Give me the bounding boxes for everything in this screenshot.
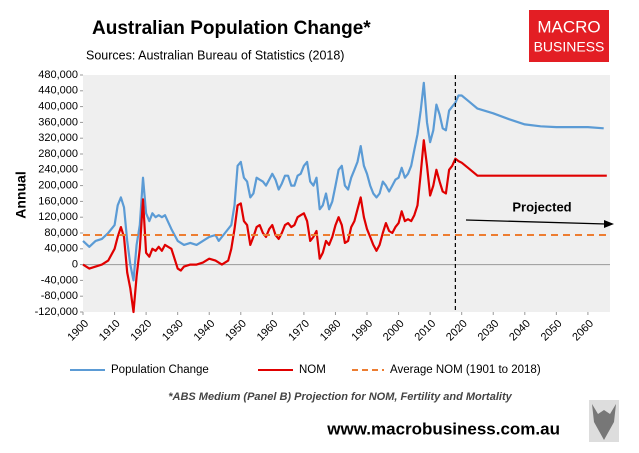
x-tick-label: 1940	[192, 318, 218, 344]
annotation-arrowhead	[604, 220, 614, 228]
y-tick-label: 160,000	[38, 195, 78, 207]
logo-text: MACRO	[537, 17, 600, 36]
x-tick-label: 1900	[65, 318, 91, 344]
x-tick-label: 2020	[444, 318, 470, 344]
y-tick-label: 120,000	[38, 211, 78, 223]
y-tick-label: -80,000	[41, 290, 78, 302]
series-line	[82, 81, 604, 282]
x-tick-label: 2010	[413, 318, 439, 344]
y-tick-label: -40,000	[41, 274, 78, 286]
footnote: *ABS Medium (Panel B) Projection for NOM…	[168, 391, 512, 403]
y-tick-label: 0	[72, 259, 78, 271]
x-tick-label: 2060	[570, 318, 596, 344]
chart-title: Australian Population Change*	[92, 18, 371, 39]
plot-background	[83, 75, 610, 312]
y-axis-label: Annual	[13, 171, 29, 218]
x-tick-label: 1920	[128, 318, 154, 344]
x-tick-label: 1930	[160, 318, 186, 344]
y-tick-label: 80,000	[44, 227, 78, 239]
legend-label: Population Change	[111, 364, 209, 376]
y-tick-label: -120,000	[35, 306, 78, 318]
logo-text: BUSINESS	[534, 39, 605, 55]
x-tick-label: 2050	[539, 318, 565, 344]
x-tick-label: 1960	[255, 318, 281, 344]
website: www.macrobusiness.com.au	[326, 419, 560, 438]
y-tick-label: 280,000	[38, 148, 78, 160]
legend-label: NOM	[299, 364, 326, 376]
x-tick-label: 2040	[507, 318, 533, 344]
y-tick-label: 40,000	[44, 243, 78, 255]
x-tick-label: 2000	[381, 318, 407, 344]
y-tick-label: 400,000	[38, 101, 78, 113]
y-tick-label: 240,000	[38, 164, 78, 176]
legend-label: Average NOM (1901 to 2018)	[390, 364, 541, 376]
x-tick-label: 1980	[318, 318, 344, 344]
x-tick-label: 1910	[97, 318, 123, 344]
series-line	[82, 139, 607, 314]
x-tick-label: 2030	[476, 318, 502, 344]
y-tick-label: 440,000	[38, 85, 78, 97]
y-tick-label: 360,000	[38, 116, 78, 128]
wolf-icon	[589, 400, 619, 442]
y-tick-label: 320,000	[38, 132, 78, 144]
y-tick-label: 480,000	[38, 69, 78, 81]
annotation-arrow	[465, 219, 607, 225]
chart-subtitle: Sources: Australian Bureau of Statistics…	[86, 48, 344, 62]
x-tick-label: 1970	[286, 318, 312, 344]
x-tick-label: 1990	[349, 318, 375, 344]
annotation: Projected	[512, 199, 571, 214]
x-tick-label: 1950	[223, 318, 249, 344]
logo-box	[529, 10, 609, 62]
y-tick-label: 200,000	[38, 180, 78, 192]
